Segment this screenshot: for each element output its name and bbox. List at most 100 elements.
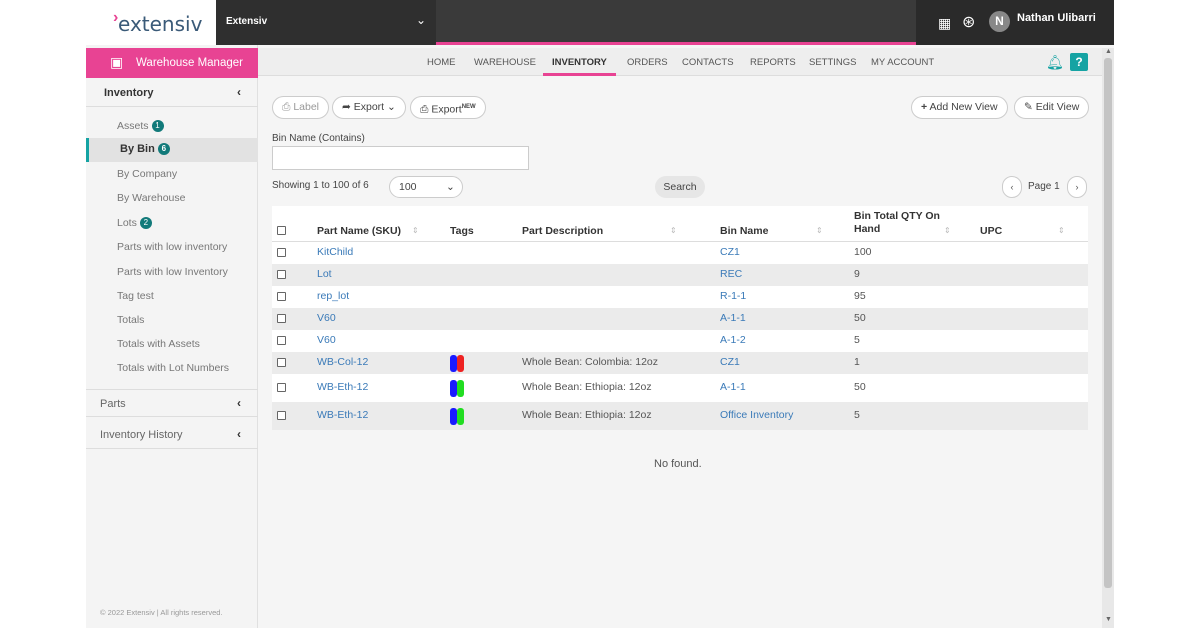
sort-icon[interactable]: ⇕ bbox=[412, 226, 419, 235]
table-row[interactable]: WB-Col-12 Whole Bean: Colombia: 12oz CZ1 1 bbox=[272, 352, 1088, 374]
add-new-view-button[interactable]: + Add New View bbox=[911, 96, 1008, 119]
table-row[interactable]: Lot REC 9 bbox=[272, 264, 1088, 286]
tag-swatch bbox=[450, 408, 457, 425]
qty-on-hand: 5 bbox=[854, 409, 860, 421]
sidebar-item-lots[interactable]: Lots 2 bbox=[117, 217, 152, 230]
sidebar-item-by-bin[interactable]: By Bin 6 bbox=[86, 138, 258, 162]
scrollbar[interactable]: ▲ ▼ bbox=[1102, 48, 1114, 628]
part-name-link[interactable]: V60 bbox=[317, 334, 336, 346]
row-checkbox[interactable] bbox=[277, 248, 286, 257]
col-bin-name[interactable]: Bin Name bbox=[720, 225, 769, 237]
nav-orders[interactable]: ORDERS bbox=[627, 57, 668, 68]
label-button[interactable]: ⎙ Label bbox=[272, 96, 330, 119]
sidebar-item-tag-test[interactable]: Tag test bbox=[117, 290, 154, 302]
nav-home[interactable]: HOME bbox=[427, 57, 456, 68]
export-new-button[interactable]: ⎙ ExportNEW bbox=[410, 96, 486, 119]
logo[interactable]: › extensiv bbox=[86, 0, 216, 45]
part-name-link[interactable]: WB-Eth-12 bbox=[317, 409, 369, 421]
table-row[interactable]: V60 A-1-2 5 bbox=[272, 330, 1088, 352]
sidebar-item-totals[interactable]: Totals bbox=[117, 314, 145, 326]
col-upc[interactable]: UPC bbox=[980, 225, 1003, 237]
col-part-name[interactable]: Part Name (SKU) bbox=[317, 225, 402, 237]
scroll-up-arrow-icon[interactable]: ▲ bbox=[1105, 48, 1112, 55]
row-checkbox[interactable] bbox=[277, 292, 286, 301]
select-all-checkbox[interactable] bbox=[277, 226, 286, 235]
part-name-link[interactable]: WB-Col-12 bbox=[317, 356, 369, 368]
part-name-link[interactable]: KitChild bbox=[317, 246, 354, 258]
sidebar: ▣ Warehouse Manager Inventory ‹ Assets 1 … bbox=[86, 45, 258, 628]
support-icon[interactable]: ⊛ bbox=[962, 14, 976, 31]
warehouse-manager-header[interactable]: ▣ Warehouse Manager bbox=[86, 48, 258, 78]
search-button[interactable]: Search bbox=[655, 176, 705, 198]
nav-contacts[interactable]: CONTACTS bbox=[682, 57, 734, 68]
row-checkbox[interactable] bbox=[277, 383, 286, 392]
col-part-description[interactable]: Part Description bbox=[522, 225, 604, 237]
sort-icon[interactable]: ⇕ bbox=[1058, 226, 1065, 235]
table-row[interactable]: rep_lot R-1-1 95 bbox=[272, 286, 1088, 308]
page-size-select[interactable]: 100 ⌄ bbox=[389, 176, 463, 198]
bin-name-link[interactable]: A-1-2 bbox=[720, 334, 746, 346]
bin-name-label: Bin Name (Contains) bbox=[272, 133, 365, 144]
sidebar-item-parts-low-inventory[interactable]: Parts with low inventory bbox=[117, 241, 228, 253]
table-row[interactable]: KitChild CZ1 100 bbox=[272, 242, 1088, 264]
sort-icon[interactable]: ⇕ bbox=[816, 226, 823, 235]
part-name-link[interactable]: WB-Eth-12 bbox=[317, 381, 369, 393]
part-name-link[interactable]: Lot bbox=[317, 268, 332, 280]
sidebar-item-by-company[interactable]: By Company bbox=[117, 168, 178, 180]
scroll-thumb[interactable] bbox=[1104, 58, 1112, 588]
nav-inventory[interactable]: INVENTORY bbox=[552, 57, 607, 68]
sidebar-section-inventory[interactable]: Inventory ‹ bbox=[86, 79, 258, 107]
bin-name-link[interactable]: Office Inventory bbox=[720, 409, 794, 421]
printer-icon: ⎙ bbox=[420, 103, 429, 116]
row-checkbox[interactable] bbox=[277, 314, 286, 323]
count-badge: 2 bbox=[139, 217, 152, 230]
nav-my-account[interactable]: MY ACCOUNT bbox=[871, 57, 935, 68]
tag-swatch bbox=[450, 380, 457, 397]
row-checkbox[interactable] bbox=[277, 358, 286, 367]
help-button[interactable]: ? bbox=[1070, 53, 1088, 71]
col-tags[interactable]: Tags bbox=[450, 225, 474, 237]
chevron-down-icon: ⌄ bbox=[387, 101, 396, 113]
edit-icon: ✎ bbox=[1024, 101, 1033, 113]
sidebar-item-totals-assets[interactable]: Totals with Assets bbox=[117, 338, 200, 350]
prev-page-icon[interactable]: ‹ bbox=[1002, 176, 1022, 198]
table-row[interactable]: WB-Eth-12 Whole Bean: Ethiopia: 12oz Offic… bbox=[272, 402, 1088, 430]
bin-name-link[interactable]: CZ1 bbox=[720, 246, 740, 258]
company-dropdown[interactable]: Extensiv ⌄ bbox=[216, 0, 436, 45]
part-name-link[interactable]: V60 bbox=[317, 312, 336, 324]
sidebar-item-label: By Bin 6 bbox=[120, 143, 170, 156]
nav-settings[interactable]: SETTINGS bbox=[809, 57, 857, 68]
bin-name-link[interactable]: CZ1 bbox=[720, 356, 740, 368]
user-name[interactable]: Nathan Ulibarri bbox=[1017, 12, 1096, 24]
row-checkbox[interactable] bbox=[277, 336, 286, 345]
export-button[interactable]: ➦ Export ⌄ bbox=[332, 96, 406, 119]
bin-name-link[interactable]: REC bbox=[720, 268, 743, 280]
new-badge: NEW bbox=[461, 104, 476, 110]
sidebar-item-assets[interactable]: Assets 1 bbox=[117, 120, 164, 133]
edit-view-button[interactable]: ✎ Edit View bbox=[1014, 96, 1090, 119]
row-checkbox[interactable] bbox=[277, 270, 286, 279]
sort-icon[interactable]: ⇕ bbox=[944, 226, 951, 235]
sort-icon[interactable]: ⇕ bbox=[670, 226, 677, 235]
bin-name-link[interactable]: A-1-1 bbox=[720, 381, 746, 393]
nav-warehouse[interactable]: WAREHOUSE bbox=[474, 57, 536, 68]
apps-grid-icon[interactable]: ▦ bbox=[938, 15, 951, 31]
bin-name-link[interactable]: R-1-1 bbox=[720, 290, 747, 302]
sidebar-item-parts-low-inventory-2[interactable]: Parts with low Inventory bbox=[117, 266, 228, 278]
col-bin-total-qty[interactable]: Bin Total QTY On Hand bbox=[854, 210, 940, 235]
bin-name-input[interactable] bbox=[272, 146, 529, 170]
avatar[interactable]: N bbox=[989, 11, 1010, 32]
table-row[interactable]: WB-Eth-12 Whole Bean: Ethiopia: 12oz A-1-1… bbox=[272, 374, 1088, 402]
bell-icon[interactable]: 🔔︎ bbox=[1046, 54, 1064, 70]
nav-reports[interactable]: REPORTS bbox=[750, 57, 796, 68]
sidebar-section-inventory-history[interactable]: Inventory History ‹ bbox=[86, 421, 258, 449]
next-page-icon[interactable]: › bbox=[1067, 176, 1087, 198]
sidebar-item-totals-lot-numbers[interactable]: Totals with Lot Numbers bbox=[117, 362, 230, 374]
table-row[interactable]: V60 A-1-1 50 bbox=[272, 308, 1088, 330]
part-name-link[interactable]: rep_lot bbox=[317, 290, 350, 302]
bin-name-link[interactable]: A-1-1 bbox=[720, 312, 746, 324]
sidebar-item-by-warehouse[interactable]: By Warehouse bbox=[117, 192, 186, 204]
scroll-down-arrow-icon[interactable]: ▼ bbox=[1105, 616, 1112, 623]
row-checkbox[interactable] bbox=[277, 411, 286, 420]
sidebar-section-parts[interactable]: Parts ‹ bbox=[86, 389, 258, 417]
